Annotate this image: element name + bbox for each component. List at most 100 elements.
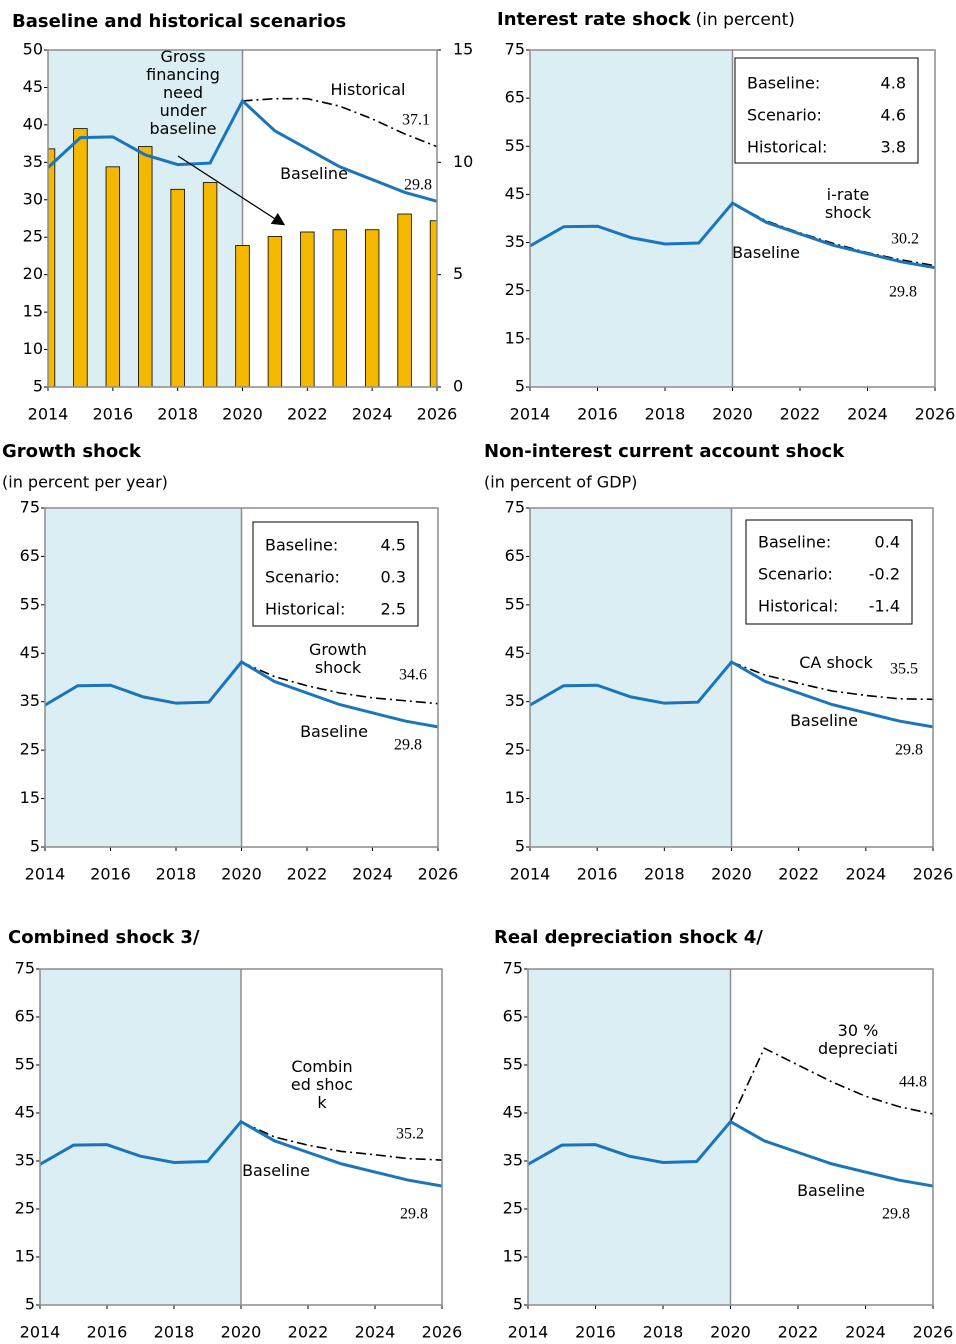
x-tick-label: 2016: [577, 865, 618, 884]
inset-box: [734, 57, 919, 164]
bar: [202, 182, 218, 387]
x-tick-label: 2024: [352, 405, 393, 424]
line-series: [528, 1119, 933, 1188]
series-label: i-rate shock: [825, 186, 871, 221]
series-name: Growth shock: [309, 641, 367, 677]
y-tick-label: 5: [33, 377, 43, 396]
y-tick-label: 75: [15, 959, 35, 978]
x-tick-label: 2024: [845, 865, 886, 884]
series-name: Baseline: [242, 1162, 310, 1180]
x-tick-label: 2014: [510, 405, 551, 424]
line-series: [40, 1119, 442, 1188]
x-tick-label: 2020: [222, 405, 263, 424]
y-tick-label: 55: [505, 136, 525, 155]
line-series: [45, 660, 438, 729]
y-tick-label: 25: [23, 227, 43, 246]
inset-label: Scenario:: [747, 106, 822, 125]
y-tick-label: 25: [505, 740, 525, 759]
y-tick-label: 35: [15, 1151, 35, 1170]
y-tick-label: 15: [505, 328, 525, 347]
y-tick-label: 75: [20, 498, 40, 517]
line-series: [530, 201, 935, 270]
inset-value: 4.8: [881, 74, 906, 93]
line-series: [731, 661, 933, 701]
y-tick-label: 35: [505, 232, 525, 251]
y-tick-label: 65: [503, 1007, 523, 1026]
arrow: [177, 155, 286, 226]
inset-label: Baseline:: [747, 74, 820, 93]
shaded-history: [45, 508, 242, 847]
title-text: Growth shock: [2, 441, 142, 462]
inset-value: 4.5: [381, 536, 406, 555]
inset-label: Historical:: [747, 138, 827, 157]
x-tick-label: 2026: [915, 405, 956, 424]
shaded-history: [530, 508, 732, 847]
shaded-history: [40, 969, 241, 1305]
series-label: Baseline: [790, 712, 858, 729]
line-series: [242, 97, 437, 148]
bar: [429, 220, 437, 387]
x-tick-label: 2016: [92, 405, 133, 424]
y-tick-label: 65: [15, 1007, 35, 1026]
x-tick-label: 2024: [847, 405, 888, 424]
x-tick-label: 2026: [913, 1323, 954, 1342]
x-tick-label: 2016: [90, 865, 131, 884]
inset-label: Scenario:: [265, 568, 340, 587]
y-tick-label: 25: [20, 740, 40, 759]
series-name: Baseline: [732, 244, 800, 262]
series-name: 30 % depreciation: [818, 1022, 898, 1058]
x-tick-label: 2024: [355, 1323, 396, 1342]
y-tick-label: 45: [20, 643, 40, 662]
y-tick-label: 35: [23, 152, 43, 171]
inset-value: 2.5: [381, 600, 406, 619]
y-tick-label: 25: [505, 280, 525, 299]
title-text: Real depreciation shock 4/: [494, 927, 763, 948]
title-text: Interest rate shock: [497, 9, 692, 30]
y-tick-label: 45: [503, 1103, 523, 1122]
x-tick-label: 2024: [845, 1323, 886, 1342]
subtitle: (in percent): [696, 10, 795, 30]
x-tick-label: 2016: [577, 405, 618, 424]
x-tick-label: 2020: [712, 405, 753, 424]
line-series: [729, 1047, 933, 1122]
x-tick-label: 2022: [288, 1323, 329, 1342]
y-tick-label: 5: [515, 377, 525, 396]
bar: [170, 188, 185, 387]
y-tick-label: 15: [20, 788, 40, 807]
inset-label: Historical:: [265, 600, 345, 619]
end-value-label: 35.2: [396, 1126, 424, 1143]
inset-label: Scenario:: [758, 565, 833, 584]
y-tick-label: 50: [23, 40, 43, 59]
chart-title: Combined shock 3/: [8, 927, 200, 948]
x-tick-label: 2024: [352, 865, 393, 884]
x-tick-label: 2018: [154, 1323, 195, 1342]
series-label: Baseline: [797, 1182, 865, 1199]
title-text: Baseline and historical scenarios: [12, 11, 346, 32]
inset-label: Baseline:: [758, 533, 831, 552]
bar: [138, 146, 153, 387]
bar: [267, 236, 283, 387]
plot-frame: [44, 507, 439, 848]
end-value-label: 29.8: [404, 177, 432, 194]
inset-box: [745, 519, 913, 625]
series-name: Combined shock: [290, 1058, 354, 1112]
chart-title: Baseline and historical scenarios: [12, 11, 346, 32]
bar: [364, 229, 380, 387]
chart-panel: Interest rate shock (in percent) 5 15 25 35 45…: [497, 9, 955, 424]
end-value-label: 29.8: [882, 1206, 910, 1223]
x-tick-label: 2020: [710, 1323, 751, 1342]
inset-label: Historical:: [758, 597, 838, 616]
x-tick-label: 2014: [20, 1323, 61, 1342]
x-tick-label: 2014: [510, 865, 551, 884]
x-tick-label: 2018: [645, 405, 686, 424]
subtitle: (in percent of GDP): [484, 473, 637, 492]
y2-tick-label: 5: [453, 264, 463, 283]
plot-frame: [529, 49, 936, 388]
series-label: CA shock: [799, 654, 873, 671]
series-label: Combined shock: [290, 1058, 354, 1112]
y-tick-label: 75: [505, 498, 525, 517]
chart-title: Real depreciation shock 4/: [494, 927, 763, 948]
bar: [73, 128, 88, 387]
y-tick-label: 5: [513, 1295, 523, 1314]
title-text: Non-interest current account shock: [484, 441, 845, 462]
